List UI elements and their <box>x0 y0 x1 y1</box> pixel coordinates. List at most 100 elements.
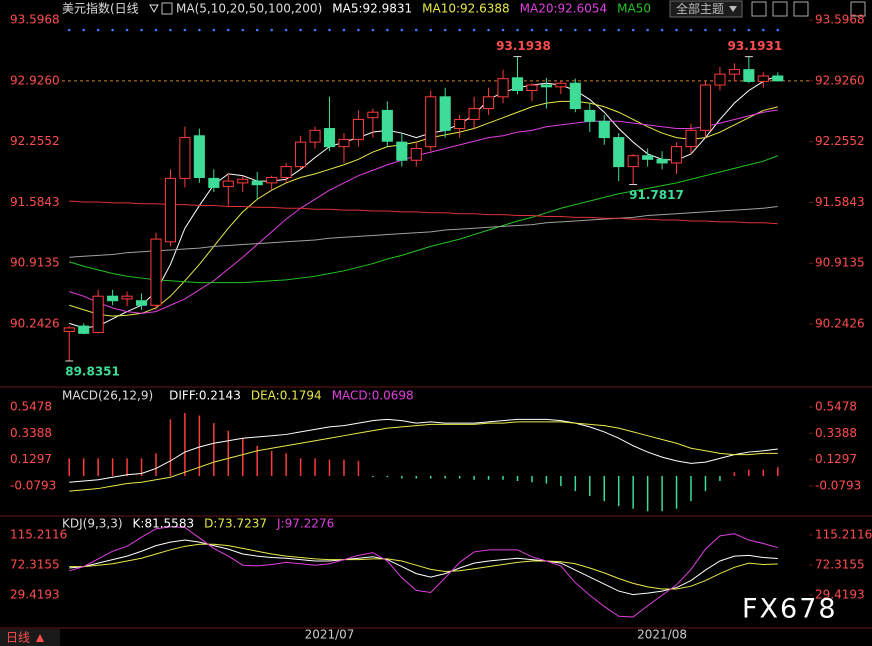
candle-body <box>425 96 437 148</box>
indicator-line <box>69 155 778 284</box>
y-tick-label-right: 72.3155 <box>815 557 865 571</box>
signal-dot <box>660 28 664 32</box>
signal-dot <box>675 28 678 32</box>
candle-body <box>266 176 278 184</box>
legend-entry: MA50 <box>617 2 651 16</box>
signal-dot <box>747 28 751 32</box>
signal-dot <box>443 28 447 32</box>
signal-dot <box>67 28 71 32</box>
signal-dot <box>617 28 621 32</box>
candle-body <box>613 137 625 168</box>
candle-body <box>135 300 148 306</box>
candle-body <box>468 108 480 120</box>
signal-dot <box>646 28 649 32</box>
y-tick-label: 91.5843 <box>10 195 60 209</box>
legend-entry: MACD:0.0698 <box>332 389 414 403</box>
candle-body <box>540 84 552 88</box>
signal-dot <box>487 28 490 32</box>
candle-body <box>352 118 364 140</box>
high-label: 93.1938 <box>496 39 551 53</box>
theme-button-label[interactable]: 全部主题 <box>676 1 724 16</box>
signal-dot <box>472 28 476 32</box>
y-tick-label: 0.1297 <box>10 452 52 466</box>
signal-dot <box>689 28 693 32</box>
candle-body <box>338 138 350 148</box>
signal-dot <box>530 28 534 32</box>
window-button[interactable] <box>751 1 767 17</box>
signal-dot <box>516 28 519 32</box>
y-tick-label: 0.3388 <box>10 426 52 440</box>
theme-dropdown-icon[interactable] <box>729 6 737 12</box>
signal-dot <box>371 28 375 32</box>
legend-entry: MA10:92.6388 <box>422 2 510 16</box>
y-tick-label: 90.2426 <box>10 317 60 331</box>
signal-dot <box>226 28 230 32</box>
window-controls <box>751 1 866 17</box>
signal-dot <box>270 28 273 32</box>
y-tick-label: 93.5968 <box>10 13 60 27</box>
period-tab-icon[interactable] <box>36 634 44 642</box>
y-tick-label-right: 0.5478 <box>815 400 857 414</box>
candle-body <box>714 73 726 86</box>
candle-body <box>323 128 336 148</box>
signal-dot <box>458 28 461 32</box>
signal-dot <box>299 28 302 32</box>
y-tick-label-right: 0.1297 <box>815 452 857 466</box>
y-tick-label-right: 90.9135 <box>815 256 865 270</box>
candle-body <box>627 155 639 168</box>
period-tab-label[interactable]: 日线 <box>6 631 30 645</box>
theme-button[interactable] <box>669 0 743 18</box>
indicator-name: MA(5,10,20,50,100,200) <box>176 2 322 16</box>
legend-entry: DIFF:0.2143 <box>169 389 241 403</box>
candle-body <box>367 111 379 119</box>
indicator-line <box>69 526 778 618</box>
candle-body <box>483 96 495 110</box>
signal-dot <box>357 28 360 32</box>
signal-dot <box>429 28 433 32</box>
window-button[interactable] <box>772 1 788 17</box>
signal-dot <box>545 28 548 32</box>
signal-dot <box>776 28 780 32</box>
candle-body <box>309 129 321 143</box>
candle-body <box>381 109 393 142</box>
signal-dot <box>140 28 143 32</box>
candle-body <box>439 96 451 131</box>
indicator-settings-icon[interactable] <box>161 2 173 15</box>
signal-dot <box>154 28 158 32</box>
legend-entry: DEA:0.1794 <box>251 389 322 403</box>
candle-body <box>526 84 538 91</box>
signal-dot <box>125 28 129 32</box>
signal-dot <box>631 28 635 32</box>
x-tick-label: 2021/08 <box>637 628 687 642</box>
y-tick-label-right: 93.5968 <box>815 13 865 27</box>
indicator-name: KDJ(9,3,3) <box>62 517 123 531</box>
y-tick-label: 0.5478 <box>10 400 52 414</box>
candle-body <box>656 158 668 164</box>
candle-body <box>193 135 205 178</box>
legend-entry: MA5:92.9831 <box>332 2 412 16</box>
y-tick-label-right: 0.3388 <box>815 426 857 440</box>
period-dropdown-icon[interactable] <box>149 4 159 14</box>
signal-dot <box>111 28 114 32</box>
indicator-line <box>69 418 778 483</box>
period-tab[interactable] <box>0 629 60 646</box>
candle-body <box>598 120 610 139</box>
window-button[interactable] <box>793 1 809 17</box>
candle-body <box>743 69 755 82</box>
indicator-line <box>69 543 778 590</box>
symbol-title: 美元指数(日线 <box>62 1 139 16</box>
candle-body <box>555 82 567 88</box>
signal-dot <box>96 28 100 32</box>
window-button[interactable] <box>850 1 866 17</box>
signal-dot <box>198 28 201 32</box>
signal-dot <box>414 28 418 32</box>
y-tick-label-right: 92.2552 <box>815 134 865 148</box>
signal-dot <box>183 28 187 32</box>
signal-dot <box>328 28 331 32</box>
signal-dot <box>501 28 505 32</box>
signal-dot <box>718 28 722 32</box>
candle-body <box>63 327 75 333</box>
candle-body <box>772 75 784 82</box>
signal-dot <box>762 28 765 32</box>
candle-body <box>685 129 697 148</box>
